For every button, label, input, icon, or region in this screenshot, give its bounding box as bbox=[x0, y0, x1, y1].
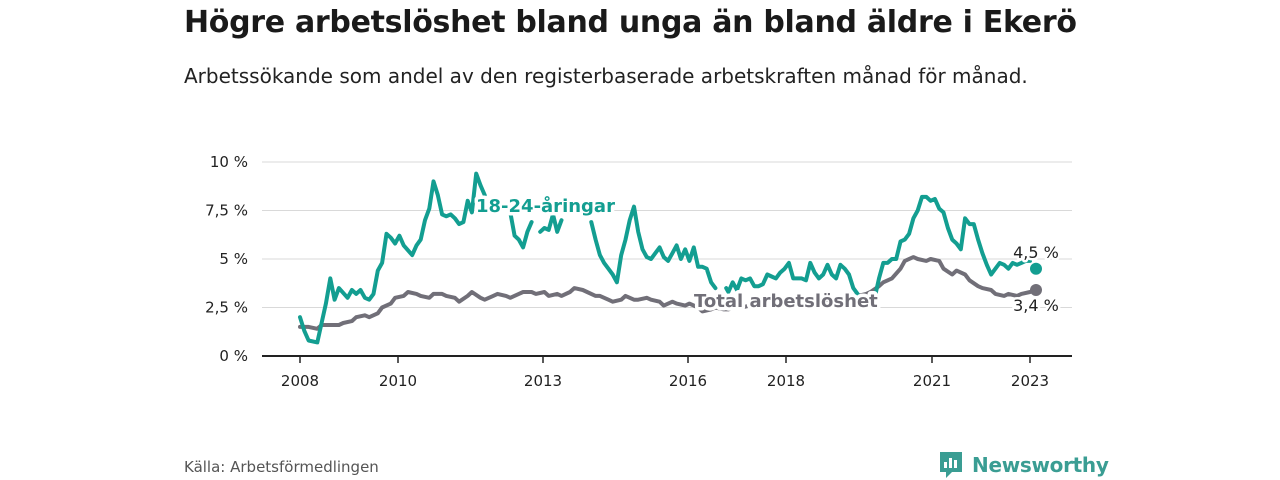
brand-logo[interactable]: Newsworthy bbox=[938, 450, 1109, 480]
series-label-total-halo: Total arbetslöshet bbox=[694, 291, 878, 312]
y-tick-label-4: 10 % bbox=[210, 153, 248, 171]
series-line-youth bbox=[298, 171, 1032, 345]
series-label-youth: 18-24-åringar bbox=[476, 195, 615, 217]
x-tick-label-5: 2021 bbox=[913, 372, 951, 390]
end-label-total-halo: 3,4 % bbox=[1013, 296, 1059, 315]
brand-name: Newsworthy bbox=[972, 453, 1109, 477]
end-label-youth-halo: 4,5 % bbox=[1013, 243, 1059, 262]
newsworthy-icon bbox=[940, 452, 962, 478]
series-line-total bbox=[298, 255, 1032, 331]
y-tick-label-2: 5 % bbox=[219, 250, 248, 268]
x-tick-label-1: 2010 bbox=[379, 372, 417, 390]
chart-title: Högre arbetslöshet bland unga än bland ä… bbox=[184, 5, 1077, 40]
x-tick-label-2: 2013 bbox=[524, 372, 562, 390]
x-tick-label-3: 2016 bbox=[669, 372, 707, 390]
chart-subtitle: Arbetssökande som andel av den registerb… bbox=[184, 64, 1028, 88]
end-label-youth: 4,5 % bbox=[1013, 243, 1059, 262]
series-label-youth-halo: 18-24-åringar bbox=[476, 195, 615, 217]
end-point-total bbox=[1030, 284, 1042, 297]
end-label-total: 3,4 % bbox=[1013, 296, 1059, 315]
series-layer bbox=[298, 171, 1032, 345]
end-point-youth bbox=[1030, 262, 1042, 275]
y-tick-label-0: 0 % bbox=[219, 347, 248, 365]
x-tick-label-6: 2023 bbox=[1011, 372, 1049, 390]
y-tick-label-3: 7,5 % bbox=[205, 202, 248, 220]
y-tick-label-1: 2,5 % bbox=[205, 299, 248, 317]
y-axis: 0 % 2,5 % 5 % 7,5 % 10 % bbox=[205, 153, 1072, 365]
series-label-total: Total arbetslöshet bbox=[694, 291, 878, 312]
x-tick-label-0: 2008 bbox=[281, 372, 319, 390]
x-tick-label-4: 2018 bbox=[767, 372, 805, 390]
source-note: Källa: Arbetsförmedlingen bbox=[184, 458, 379, 476]
x-axis: 2008 2010 2013 2016 2018 2021 2023 bbox=[281, 356, 1049, 390]
